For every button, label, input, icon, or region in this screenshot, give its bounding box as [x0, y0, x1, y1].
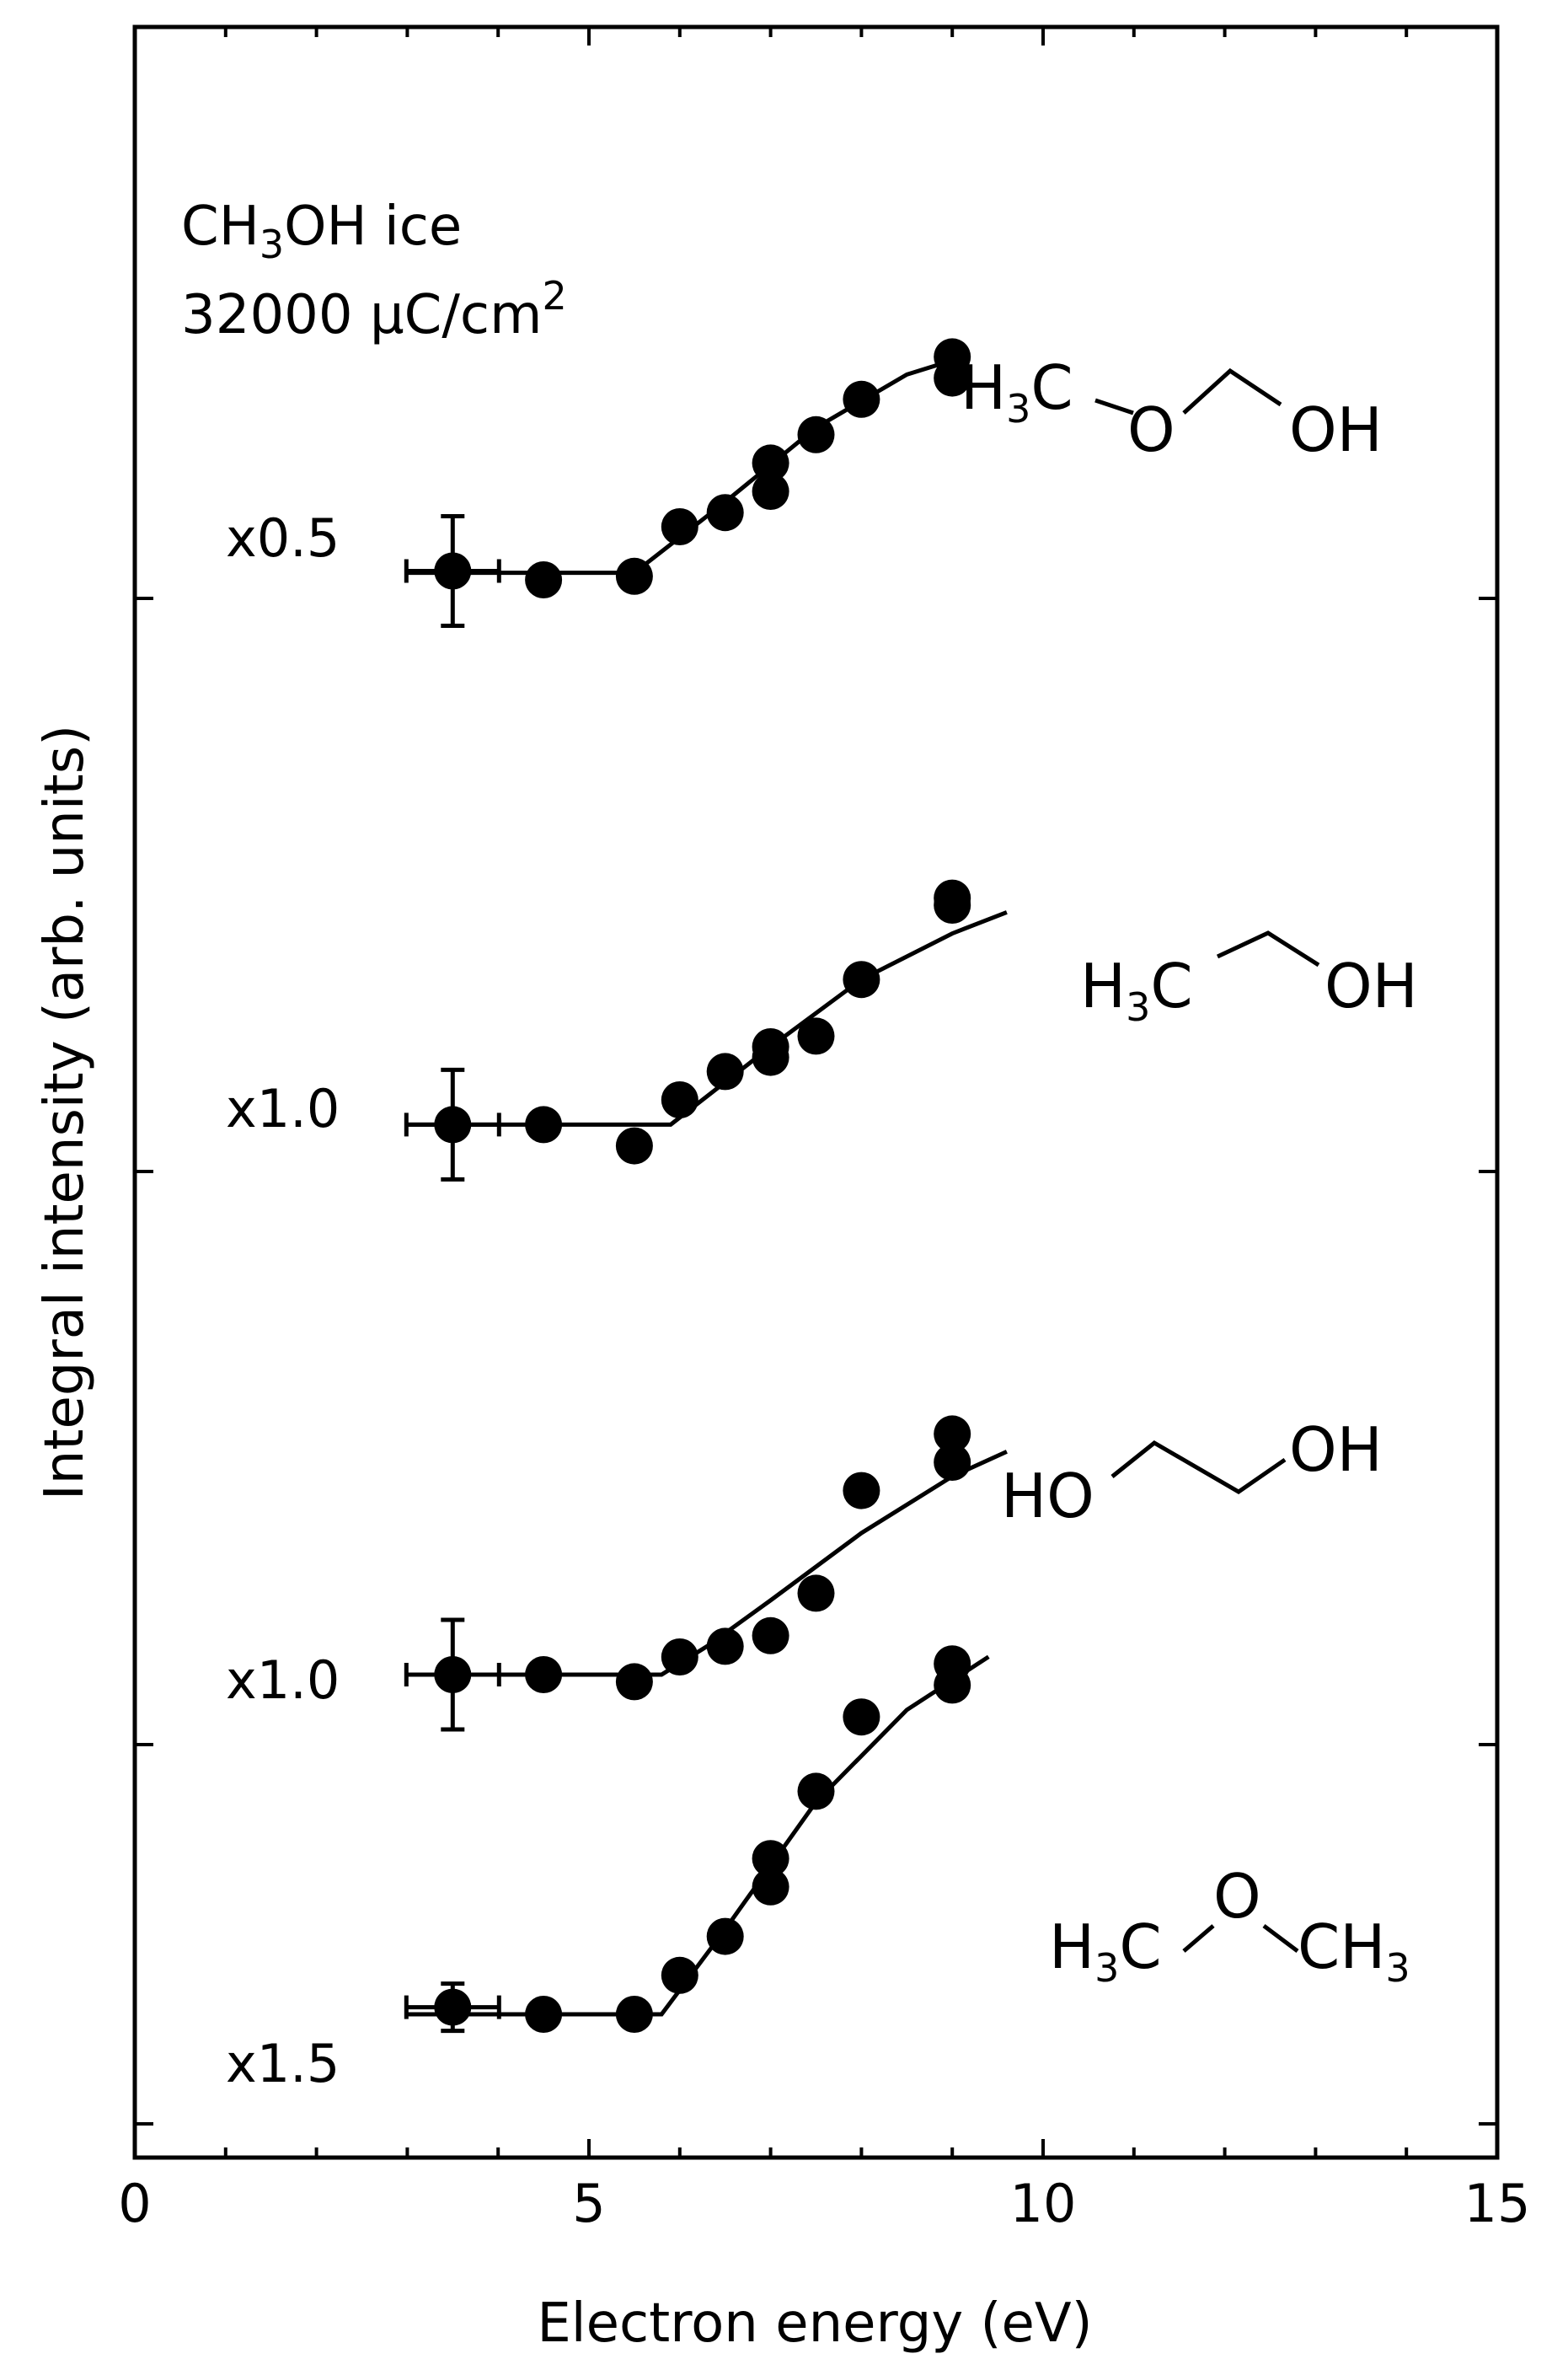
sample-label-line2: 32000 μC/cm2: [181, 273, 567, 346]
panel-3-data-point: [843, 1472, 880, 1509]
svg-text:OH: OH: [1289, 394, 1383, 465]
bond-lines: [1110, 1440, 1287, 1494]
svg-text:H3C: H3C: [1049, 1911, 1162, 1991]
panel-2-data-point: [706, 1053, 744, 1091]
panel-4-data-point: [752, 1868, 789, 1906]
panel-1-scale-label: x0.5: [226, 507, 340, 569]
panel-2-data-point: [525, 1106, 563, 1144]
svg-text:CH3: CH3: [1298, 1911, 1410, 1991]
panel-3-data-point: [615, 1663, 653, 1701]
panel-2-data-point: [615, 1127, 653, 1165]
bond-lines: [1216, 930, 1320, 968]
panel-2-data-point: [843, 961, 880, 999]
panel-3-scale-label: x1.0: [226, 1649, 340, 1711]
molecule-ethylene-glycol: HO OH: [1001, 1414, 1383, 1531]
panel-4-data-point: [661, 1956, 698, 1994]
panel-4-data-point: [615, 1996, 653, 2033]
svg-text:O: O: [1127, 394, 1175, 465]
panel-3-data-point: [934, 1415, 971, 1453]
panel-1-data-point: [934, 338, 971, 376]
svg-text:H3C: H3C: [1080, 951, 1193, 1030]
panel-1-data-point: [752, 444, 789, 482]
panel-3-data-point: [661, 1638, 698, 1675]
svg-text:O: O: [1213, 1861, 1261, 1932]
molecule-dimethyl-ether: H3C O CH3: [1049, 1861, 1410, 1991]
panel-1-data-point: [525, 561, 563, 598]
panel-1-data-point: [797, 416, 835, 453]
panel-3-data-point: [797, 1574, 835, 1612]
panel-4-fit-line: [407, 1654, 990, 2017]
plot-frame: [132, 24, 1500, 2160]
molecule-ethanol: H3C OH: [1080, 930, 1418, 1030]
panel-1-data-point: [843, 380, 880, 418]
svg-text:OH: OH: [1289, 1414, 1383, 1485]
panel-1-data-point: [615, 557, 653, 595]
bond-lines: [1094, 367, 1282, 416]
panel-1-data-point: [661, 508, 698, 545]
svg-text:HO: HO: [1001, 1461, 1094, 1531]
x-tick-label: 15: [1464, 2173, 1531, 2234]
panel-3-data-point: [434, 1656, 472, 1693]
panel-2-data-point: [661, 1081, 698, 1118]
sample-label-line1: CH3OH ice: [181, 196, 462, 267]
panel-3-fit-line: [407, 1450, 1008, 1677]
panel-2-data-point: [434, 1106, 472, 1144]
x-axis-title: Electron energy (eV): [537, 2292, 1092, 2355]
panel-3-data-point: [525, 1656, 563, 1693]
panel-4-data-point: [752, 1840, 789, 1878]
panel-4-data-point: [434, 1988, 472, 2026]
panel-3-data-point: [706, 1627, 744, 1665]
panel-2-scale-label: x1.0: [226, 1078, 340, 1139]
panel-4-data-point: [525, 1996, 563, 2033]
bond-lines: [1182, 1924, 1299, 1953]
panel-2-fit-line: [407, 910, 1008, 1127]
panel-2-data-point: [934, 879, 971, 917]
x-tick-label: 0: [118, 2173, 151, 2234]
panel-1-data-point: [706, 494, 744, 532]
panel-1-data-point: [752, 473, 789, 510]
panel-3-data-point: [934, 1444, 971, 1481]
x-tick-label: 10: [1010, 2173, 1077, 2234]
svg-text:H3C: H3C: [961, 352, 1073, 432]
panel-4-data-point: [843, 1698, 880, 1736]
panel-1-data-point: [434, 552, 472, 590]
panel-2-data-point: [752, 1028, 789, 1065]
x-tick-label: 5: [572, 2173, 605, 2234]
molecule-methoxymethanol: H3C O OH: [961, 352, 1383, 465]
panel-3-data-point: [752, 1616, 789, 1654]
panel-2-data-point: [797, 1017, 835, 1055]
panel-4-data-point: [797, 1772, 835, 1810]
svg-text:OH: OH: [1325, 951, 1418, 1021]
y-axis-title: Integral intensity (arb. units): [34, 725, 96, 1500]
panel-4-scale-label: x1.5: [226, 2033, 340, 2094]
chart-marks: 0 5 10 15: [118, 24, 1531, 2234]
panel-4-data-point: [706, 1917, 744, 1955]
panel-4-data-point: [934, 1645, 971, 1683]
